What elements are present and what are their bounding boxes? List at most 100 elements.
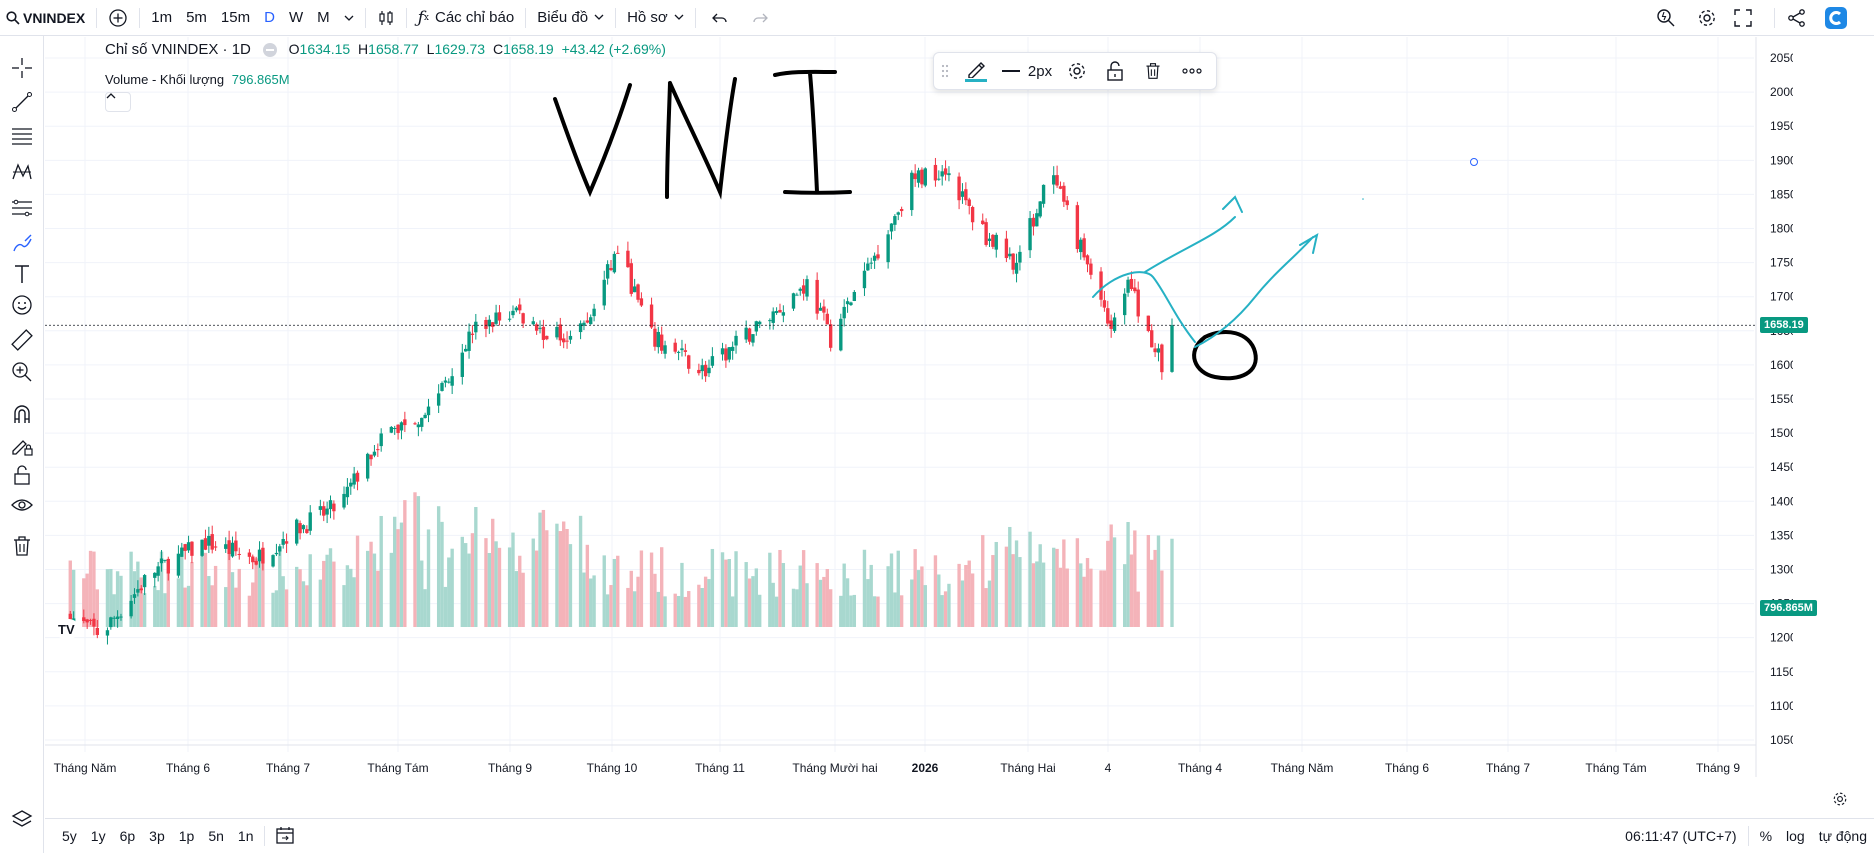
text-icon (11, 263, 33, 285)
forecast-tool[interactable] (6, 192, 38, 224)
magnet-tool[interactable] (6, 398, 38, 430)
line-width-button[interactable]: 2px (996, 52, 1058, 90)
hide-tool[interactable] (6, 490, 38, 522)
crosshair-tool[interactable] (6, 52, 38, 84)
zoom-tool[interactable] (6, 356, 38, 388)
log-toggle[interactable]: log (1786, 828, 1805, 844)
drag-handle[interactable] (934, 52, 956, 90)
interval-d[interactable]: D (264, 9, 275, 26)
quick-search-icon (1656, 8, 1676, 28)
range-1p[interactable]: 1p (178, 828, 195, 844)
volume-bar (1136, 591, 1140, 627)
legend-high: 1658.77 (368, 41, 419, 57)
candle-body (673, 342, 677, 352)
volume-legend-label[interactable]: Volume - Khối lượng (105, 72, 225, 87)
compare-button[interactable] (101, 0, 135, 36)
quick-search-button[interactable] (1656, 0, 1676, 36)
candle-body (1035, 213, 1039, 227)
volume-bar (176, 578, 181, 627)
drawing-delete-button[interactable] (1134, 52, 1172, 90)
candle-body (984, 222, 988, 245)
volume-bar (1038, 544, 1042, 627)
volume-bar (967, 560, 971, 627)
range-3p[interactable]: 3p (149, 828, 165, 844)
candle-body (369, 454, 373, 460)
volume-bar (109, 568, 113, 627)
range-6p[interactable]: 6p (119, 828, 136, 844)
fib-tool[interactable] (6, 120, 38, 152)
chart-menu-button[interactable]: Biểu đồ (530, 0, 611, 36)
interval-dropdown[interactable] (337, 0, 361, 36)
interval-1m[interactable]: 1m (151, 9, 173, 26)
volume-bar (1123, 564, 1127, 627)
fullscreen-button[interactable] (1734, 0, 1752, 36)
candle-body (491, 322, 495, 327)
clock[interactable]: 06:11:47 (UTC+7) (1625, 828, 1737, 844)
candle-body (605, 264, 610, 279)
drawing-settings-button[interactable] (1058, 52, 1096, 90)
volume-bar (274, 590, 279, 627)
remove-drawings-tool[interactable] (6, 530, 38, 562)
range-5y[interactable]: 5y (62, 828, 77, 844)
volume-bar (910, 579, 914, 627)
lock-drawing-tool[interactable] (6, 429, 38, 461)
redo-button[interactable] (740, 0, 780, 36)
range-5n[interactable]: 5n (208, 828, 224, 844)
interval-m[interactable]: M (317, 9, 330, 26)
emoji-tool[interactable] (6, 289, 38, 321)
legend-collapse-button[interactable] (105, 92, 131, 112)
divider (1774, 8, 1775, 28)
lock-all-tool[interactable] (6, 459, 38, 491)
interval-5m[interactable]: 5m (186, 9, 207, 26)
undo-button[interactable] (700, 0, 740, 36)
settings-button[interactable] (1697, 0, 1717, 36)
chart-area[interactable]: Tháng Năm Tháng 6 Tháng 7 Tháng Tám Tháng 9 T… (45, 37, 1817, 777)
interval-15m[interactable]: 15m (220, 9, 251, 26)
interval-w[interactable]: W (288, 9, 304, 26)
trendline-tool[interactable] (6, 86, 38, 118)
candle-body (325, 508, 329, 515)
percent-toggle[interactable]: % (1759, 828, 1773, 844)
goto-date-button[interactable] (269, 826, 301, 847)
volume-bar (801, 550, 806, 627)
volume-bar (322, 560, 326, 627)
share-button[interactable] (1787, 0, 1807, 36)
object-tree-button[interactable] (6, 803, 38, 835)
measure-tool[interactable] (6, 324, 38, 356)
volume-bar (85, 573, 89, 627)
fullscreen-icon (1734, 9, 1752, 27)
volume-bar (913, 549, 917, 627)
pattern-icon (11, 161, 33, 183)
axis-settings-button[interactable] (1830, 789, 1850, 809)
volume-bar (862, 549, 867, 627)
profile-menu-button[interactable]: Hồ sơ (620, 0, 691, 36)
legend-title[interactable]: Chỉ số VNINDEX · 1D (105, 41, 251, 58)
drawing-lock-button[interactable] (1096, 52, 1134, 90)
brush-tool[interactable] (6, 228, 38, 260)
drawing-more-button[interactable] (1172, 52, 1212, 90)
range-1y[interactable]: 1y (90, 828, 106, 844)
pattern-tool[interactable] (6, 156, 38, 188)
volume-bar (730, 596, 735, 627)
volume-bar (190, 561, 194, 627)
auto-scale-toggle[interactable]: tự động (1818, 828, 1867, 844)
range-1n[interactable]: 1n (237, 828, 254, 844)
line-icon (1001, 70, 1020, 72)
candle-body (815, 279, 819, 314)
app-logo[interactable] (1825, 0, 1847, 36)
volume-bar (298, 569, 302, 627)
volume-bar (687, 591, 691, 627)
symbol-search[interactable]: VNINDEX (0, 0, 92, 36)
text-tool[interactable] (6, 258, 38, 290)
candle-body (589, 317, 593, 325)
smiley-icon (11, 294, 33, 316)
time-tick: 4 (1105, 761, 1112, 775)
candle-body (866, 263, 870, 271)
price-chart[interactable]: Tháng Năm Tháng 6 Tháng 7 Tháng Tám Tháng 9 T… (45, 37, 1793, 777)
line-color-button[interactable] (956, 52, 996, 90)
chart-type-button[interactable] (370, 0, 402, 36)
candle-body (1133, 287, 1137, 292)
collapse-icon[interactable] (262, 43, 277, 58)
candle-body (886, 234, 890, 263)
